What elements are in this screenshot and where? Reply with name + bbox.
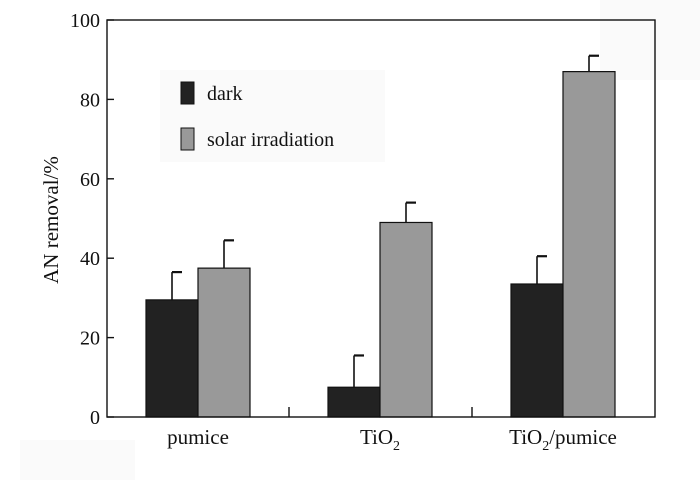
shading-top-right [600, 0, 700, 80]
legend-label: solar irradiation [207, 129, 334, 151]
axes-group [106, 19, 656, 418]
legend-label: dark [207, 83, 243, 105]
bar-solar-irradiation-1 [379, 221, 433, 418]
y-tick-label: 100 [70, 10, 100, 32]
x-category-labels: pumice TiO2 TiO2/pumice [167, 425, 617, 454]
y-tick-label: 20 [80, 328, 100, 350]
bar-dark-1 [327, 386, 381, 418]
bar-dark-2 [510, 283, 564, 418]
error-bars-group [171, 54, 599, 388]
x-category-label: TiO2 [360, 425, 400, 454]
y-axis-label: AN removal/% [39, 156, 63, 284]
y-tick-label: 60 [80, 169, 100, 191]
bar-dark-0 [145, 299, 199, 418]
shading-bottom-left [20, 440, 135, 480]
legend-swatch [180, 81, 195, 105]
y-tick-label: 0 [90, 407, 100, 429]
bar-solar-irradiation-2 [562, 71, 616, 418]
y-ticks-group: 0 20 40 60 80 100 [70, 10, 114, 429]
bar-solar-irradiation-0 [197, 267, 251, 418]
legend: dark solar irradiation [160, 70, 385, 162]
y-tick-label: 80 [80, 89, 100, 111]
y-tick-label: 40 [80, 248, 100, 270]
plot-frame [106, 19, 656, 418]
legend-swatch [180, 127, 195, 151]
legend-background [160, 70, 385, 162]
x-category-label: pumice [167, 425, 229, 449]
x-category-label: TiO2/pumice [509, 425, 617, 454]
